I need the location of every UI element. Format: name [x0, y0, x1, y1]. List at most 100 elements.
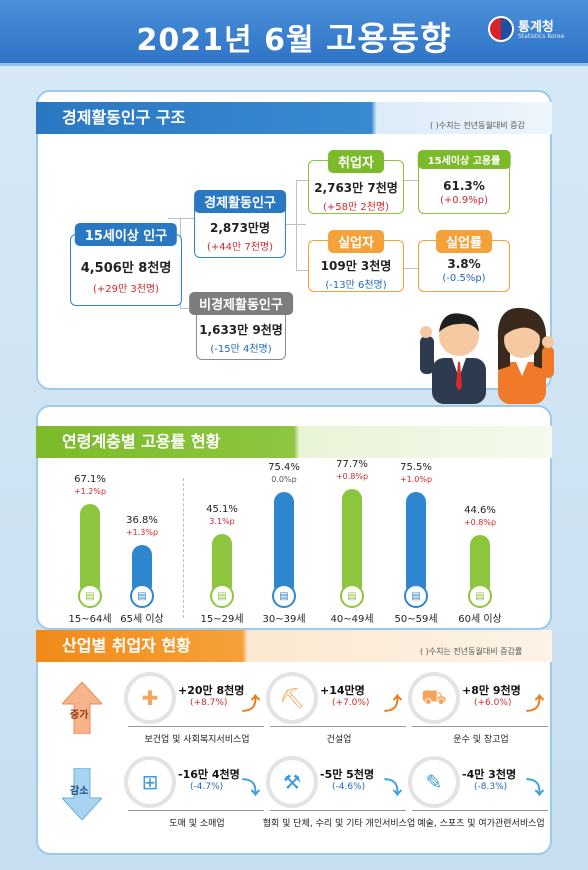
industry-underline — [128, 726, 264, 727]
industry-change-value: -4만 3천명 — [462, 768, 517, 781]
decrease-label: 감소 — [70, 786, 89, 797]
employed-label: 취업자 — [328, 150, 384, 173]
trend-down-icon: ⤵ — [526, 778, 544, 799]
unemployment-rate-label: 실업률 — [436, 230, 492, 253]
age-bar — [212, 534, 232, 596]
industry-name: 도매 및 소매업 — [169, 819, 225, 829]
age-group-label: 15~64세 — [68, 614, 112, 625]
industry-change-value: -16만 4천명 — [178, 768, 240, 781]
age-bar — [132, 545, 152, 596]
logo-sub: Statistics Korea — [518, 33, 565, 40]
trend-up-icon: ⤴ — [242, 694, 260, 715]
trend-down-icon: ⤵ — [242, 778, 260, 799]
active-population-box: 경제활동인구 2,873만명 (+44만 7천명) — [194, 190, 286, 258]
logo-name: 통계청 — [518, 20, 554, 35]
industry-title: 산업별 취업자 현황 — [62, 636, 191, 655]
inactive-population-value: 1,633만 9천명 — [199, 323, 283, 337]
age-rate-label: 36.8% — [126, 515, 158, 526]
title-main: 고용동향 — [326, 19, 452, 58]
age-title: 연령계층별 고용률 현황 — [62, 432, 221, 451]
statistics-korea-logo: 통계청 Statistics Korea — [488, 14, 578, 50]
basket-icon: ⊞ — [128, 760, 172, 804]
woman-face-icon — [504, 322, 540, 358]
age-divider — [183, 478, 184, 618]
truck-icon: ⛟ — [412, 676, 456, 720]
age-bar — [80, 504, 100, 596]
industry-change-rate: (-8.3%) — [474, 782, 508, 792]
age-change-label: 0.0%p — [271, 475, 297, 484]
industry-change-value: -5만 5천명 — [320, 768, 375, 781]
unemployed-value: 109만 3천명 — [320, 259, 392, 273]
inactive-population-change: (-15만 4천명) — [210, 344, 272, 355]
tools-icon: ⚒ — [270, 760, 314, 804]
employed-box: 취업자 2,763만 7천명 (+58만 2천명) — [308, 150, 404, 214]
industry-underline — [412, 726, 548, 727]
page-title: 2021년 6월 고용동향 — [0, 12, 588, 60]
unemployment-rate-change: (-0.5%p) — [442, 273, 486, 284]
age-rate-label: 44.6% — [464, 505, 496, 516]
age-rate-label: 77.7% — [336, 459, 368, 470]
man-face-icon — [439, 316, 479, 356]
age-bar — [470, 535, 490, 596]
active-population-value: 2,873만명 — [209, 221, 271, 235]
employed-change: (+58만 2천명) — [322, 202, 390, 213]
age-change-label: +0.8%p — [335, 472, 369, 481]
industry-name: 협회 및 단체, 수리 및 기타 개인서비스업 — [262, 819, 416, 829]
industry-change-rate: (-4.6%) — [332, 782, 366, 792]
unemployment-rate-box: 실업률 3.8% (-0.5%p) — [418, 230, 510, 292]
industry-name: 보건업 및 사회복지서비스업 — [144, 735, 250, 745]
employed-value: 2,763만 7천명 — [314, 181, 398, 195]
age-group-label: 65세 이상 — [120, 614, 164, 625]
industry-banner: 산업별 취업자 현황 — [36, 630, 552, 662]
industry-underline — [270, 726, 406, 727]
employment-rate-change: (+0.9%p) — [440, 195, 488, 206]
industry-change-rate: (+7.0%) — [332, 698, 370, 708]
population-15plus-label: 15세이상 인구 — [74, 223, 178, 246]
unemployed-change: (-13만 6천명) — [325, 280, 387, 291]
age-change-label: 3.1%p — [209, 517, 235, 526]
age-group-label: 40~49세 — [330, 614, 374, 625]
industry-note: ( )수치는 전년동월대비 증감률 — [420, 647, 523, 656]
trend-down-icon: ⤵ — [384, 778, 402, 799]
increase-arrow-icon — [62, 682, 102, 734]
age-bar — [274, 492, 294, 596]
document-icon: ▤ — [340, 584, 364, 608]
age-group-label: 50~59세 — [394, 614, 438, 625]
industry-change-rate: (+8.7%) — [190, 698, 228, 708]
industry-name: 예술, 스포츠 및 여가관련서비스업 — [417, 819, 545, 829]
woman-jacket-icon — [498, 362, 546, 404]
age-change-label: +1.3%p — [125, 528, 159, 537]
age-group-label: 15~29세 — [200, 614, 244, 625]
structure-title: 경제활동인구 구조 — [62, 108, 186, 127]
unemployed-box: 실업자 109만 3천명 (-13만 6천명) — [308, 230, 404, 292]
age-change-label: +1.0%p — [399, 475, 433, 484]
age-group-label: 30~39세 — [262, 614, 306, 625]
art-icon: ✎ — [412, 760, 456, 804]
decrease-arrow-icon — [62, 768, 102, 820]
document-icon: ▤ — [78, 584, 102, 608]
industry-underline — [412, 810, 548, 811]
age-change-label: +0.8%p — [463, 518, 497, 527]
structure-note: ( )수치는 전년동월대비 증감 — [430, 121, 525, 130]
trend-up-icon: ⤴ — [384, 694, 402, 715]
document-icon: ▤ — [272, 584, 296, 608]
industry-underline — [270, 810, 406, 811]
inactive-population-label: 비경제활동인구 — [189, 292, 293, 315]
age-rate-label: 67.1% — [74, 474, 106, 485]
active-population-change: (+44만 7천명) — [206, 242, 274, 253]
industry-underline — [128, 810, 264, 811]
unemployed-label: 실업자 — [328, 230, 384, 253]
document-icon: ▤ — [468, 584, 492, 608]
population-15plus-value: 4,506만 8천명 — [80, 261, 172, 276]
age-rate-label: 75.4% — [268, 462, 300, 473]
increase-label: 증가 — [70, 710, 89, 721]
industry-name: 건설업 — [326, 735, 352, 745]
structure-banner: 경제활동인구 구조 — [36, 102, 552, 134]
employment-rate-box: 15세이상 고용률 61.3% (+0.9%p) — [417, 150, 511, 214]
age-bar — [342, 489, 362, 596]
industry-change-rate: (-4.7%) — [190, 782, 224, 792]
age-group-label: 60세 이상 — [458, 614, 502, 625]
employment-rate-label: 15세이상 고용률 — [417, 150, 511, 169]
industry-change-value: +14만명 — [320, 684, 365, 697]
